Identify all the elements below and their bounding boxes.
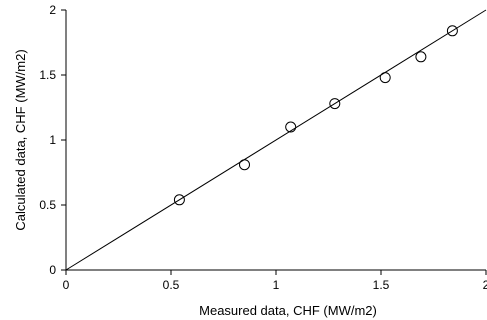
y-ticks: 0 0.5 1 1.5 2 [39, 3, 66, 277]
data-point [446, 25, 458, 37]
y-tick-label: 0.5 [39, 198, 56, 212]
x-tick-label: 2 [483, 278, 487, 292]
data-points [173, 25, 458, 206]
x-tick-label: 1.5 [373, 278, 390, 292]
data-point [239, 159, 250, 171]
y-tick-label: 0 [49, 263, 56, 277]
y-tick-label: 1.5 [39, 68, 56, 82]
x-tick-label: 0 [63, 278, 70, 292]
x-tick-label: 1 [273, 278, 280, 292]
y-tick-label: 1 [49, 133, 56, 147]
plot-area: 0 0.5 1 1.5 2 0 0.5 1 1.5 2 [39, 3, 487, 292]
data-point [379, 72, 391, 84]
x-ticks: 0 0.5 1 1.5 2 [63, 270, 487, 292]
data-point [285, 121, 297, 133]
x-axis-title: Measured data, CHF (MW/m2) [199, 303, 377, 318]
y-axis-title: Calculated data, CHF (MW/m2) [13, 49, 28, 230]
x-tick-label: 0.5 [163, 278, 180, 292]
y-tick-label: 2 [49, 3, 56, 17]
data-point [415, 51, 427, 63]
data-point [329, 98, 341, 110]
reference-line [65, 9, 487, 271]
data-point [173, 194, 185, 206]
